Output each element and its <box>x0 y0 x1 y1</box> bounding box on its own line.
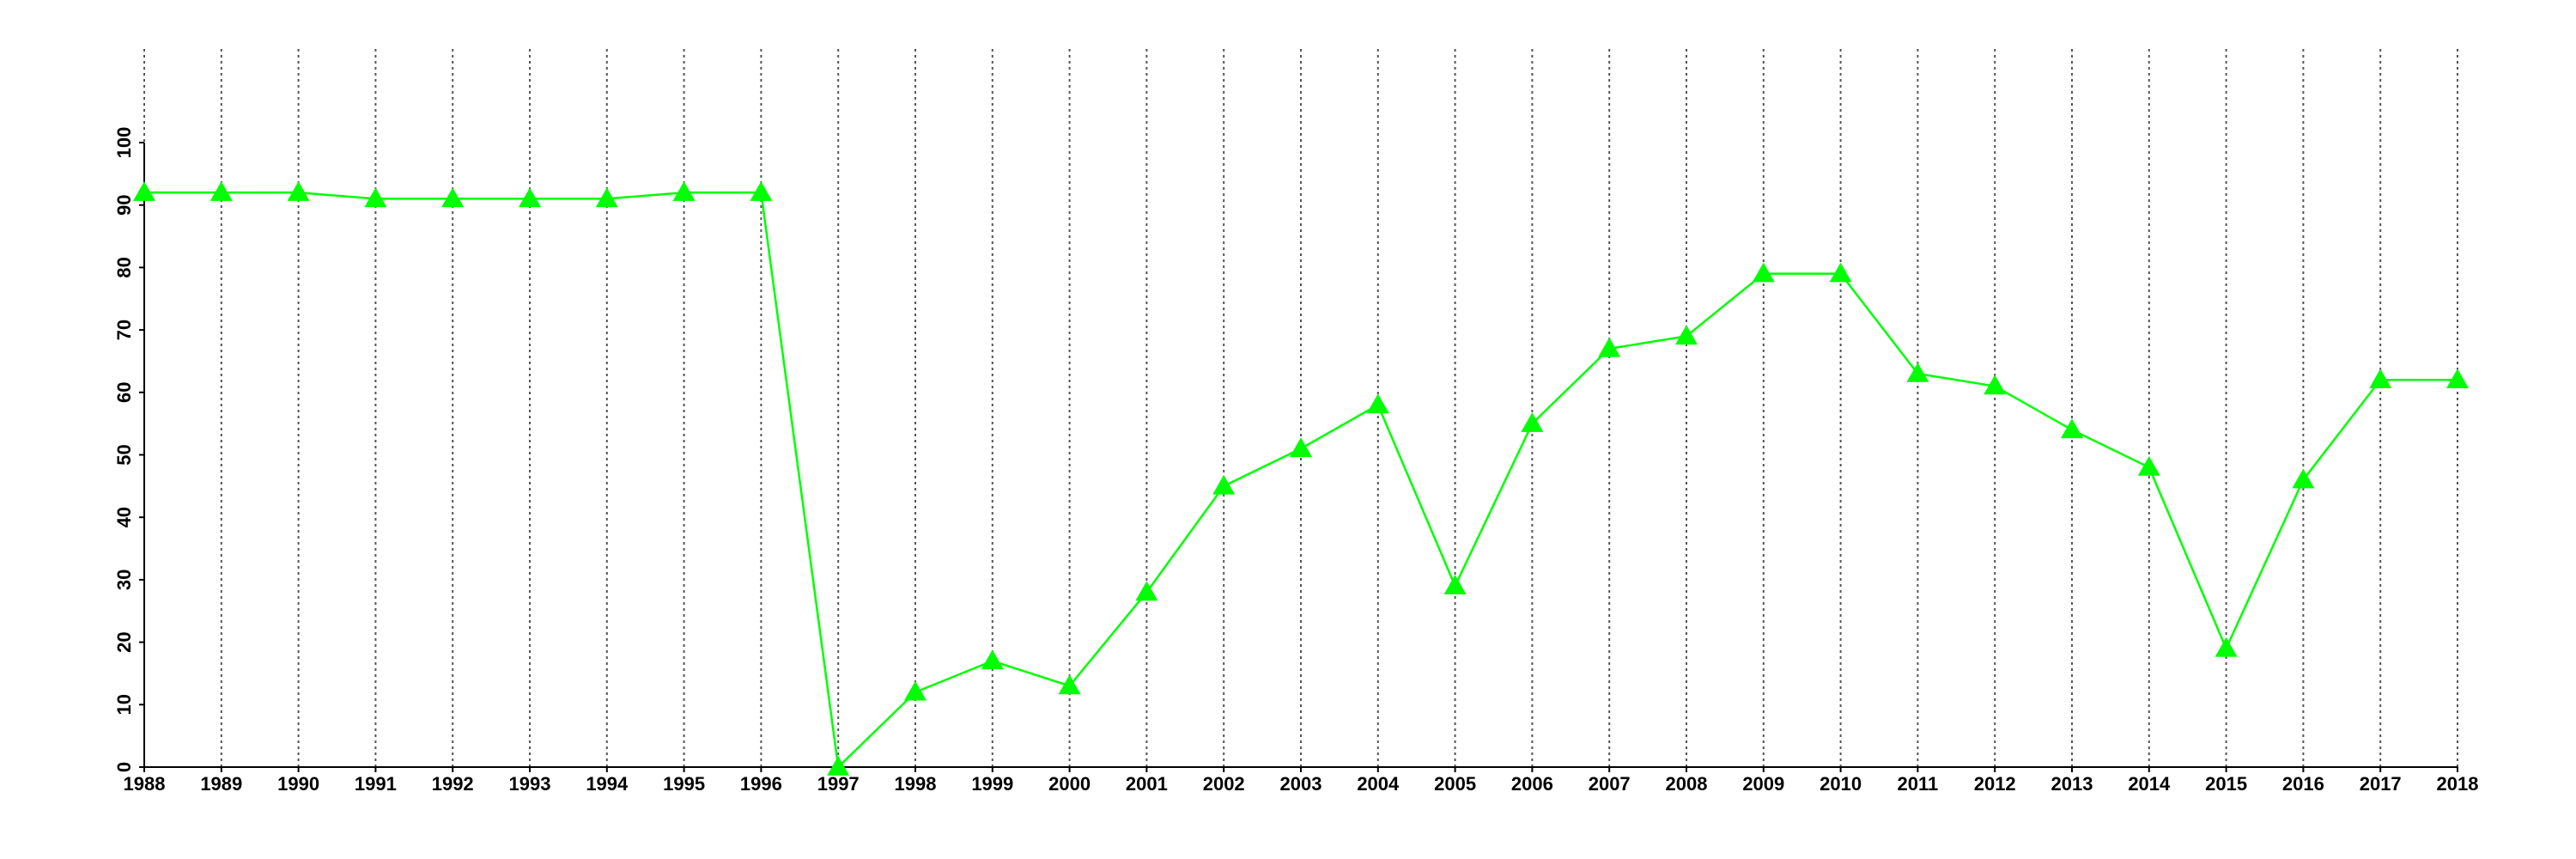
marker <box>1906 362 1929 382</box>
x-tick-label: 1996 <box>740 773 782 795</box>
x-tick-label: 2015 <box>2205 773 2247 795</box>
x-tick-label: 2008 <box>1666 773 1708 795</box>
x-tick-label: 2000 <box>1048 773 1091 795</box>
y-tick-label: 10 <box>113 694 135 715</box>
x-tick-label: 1994 <box>586 773 629 795</box>
marker <box>1212 474 1236 495</box>
marker <box>1984 375 2007 395</box>
x-tick-label: 2014 <box>2128 773 2171 795</box>
x-tick-label: 2009 <box>1742 773 1784 795</box>
marker <box>672 181 696 201</box>
x-tick-label: 2006 <box>1511 773 1553 795</box>
marker <box>2137 456 2160 476</box>
x-tick-label: 1990 <box>277 773 319 795</box>
x-tick-label: 2012 <box>1974 773 2016 795</box>
marker <box>2292 468 2315 489</box>
x-tick-label: 1989 <box>200 773 242 795</box>
y-tick-label: 0 <box>113 762 135 772</box>
x-tick-label: 2018 <box>2437 773 2479 795</box>
marker <box>595 187 618 208</box>
marker <box>1135 581 1158 601</box>
marker <box>827 756 850 776</box>
marker <box>2446 369 2469 389</box>
x-tick-label: 1995 <box>663 773 705 795</box>
x-tick-label: 2010 <box>1820 773 1862 795</box>
y-tick-label: 80 <box>113 257 135 277</box>
x-tick-label: 1999 <box>971 773 1013 795</box>
y-tick-label: 50 <box>113 444 135 465</box>
marker <box>1752 262 1775 283</box>
y-tick-label: 40 <box>113 507 135 527</box>
marker <box>1829 262 1852 283</box>
marker <box>750 181 773 201</box>
marker <box>1598 337 1621 357</box>
x-tick-label: 2005 <box>1434 773 1476 795</box>
marker <box>133 181 155 201</box>
marker <box>1290 437 1312 457</box>
x-tick-label: 2007 <box>1589 773 1631 795</box>
marker <box>210 181 233 201</box>
marker <box>519 187 541 208</box>
marker <box>1366 393 1389 414</box>
x-tick-label: 2017 <box>2360 773 2402 795</box>
x-tick-label: 2011 <box>1898 773 1939 795</box>
marker <box>981 649 1004 670</box>
marker <box>2369 369 2392 389</box>
x-tick-label: 2016 <box>2282 773 2324 795</box>
x-tick-label: 1993 <box>509 773 551 795</box>
marker <box>1675 325 1698 345</box>
marker <box>2061 418 2083 439</box>
marker <box>1443 575 1467 594</box>
marker <box>441 187 465 208</box>
y-tick-label: 100 <box>113 127 135 159</box>
y-tick-label: 70 <box>113 320 135 340</box>
marker <box>287 181 310 201</box>
x-tick-label: 2013 <box>2051 773 2093 795</box>
marker <box>2215 637 2238 657</box>
y-tick-label: 30 <box>113 570 135 590</box>
x-tick-label: 1988 <box>124 773 166 795</box>
y-tick-label: 60 <box>113 382 135 403</box>
y-tick-label: 90 <box>113 194 135 215</box>
marker <box>1521 412 1544 432</box>
x-tick-label: 2002 <box>1203 773 1245 795</box>
x-tick-label: 2003 <box>1280 773 1322 795</box>
y-tick-label: 20 <box>113 631 135 652</box>
x-tick-label: 1997 <box>817 773 860 795</box>
marker <box>364 187 387 208</box>
x-tick-label: 1991 <box>355 773 397 795</box>
marker <box>904 680 927 701</box>
x-tick-label: 2004 <box>1357 773 1400 795</box>
x-tick-label: 1992 <box>432 773 474 795</box>
x-tick-label: 1998 <box>895 773 937 795</box>
marker <box>1058 674 1081 695</box>
x-tick-label: 2001 <box>1126 773 1168 795</box>
